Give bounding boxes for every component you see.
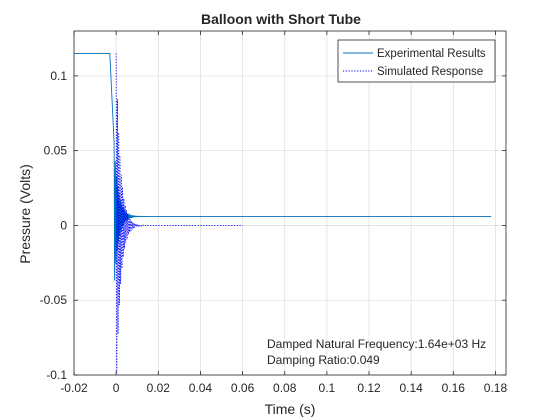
series-layer <box>74 52 492 374</box>
y-tick-label: -0.1 <box>46 368 67 382</box>
legend-box <box>337 39 496 83</box>
ticks <box>73 31 506 376</box>
x-tick-label: 0.12 <box>357 381 381 395</box>
x-tick-label: 0.18 <box>484 381 508 395</box>
y-axis-label: Pressure (Volts) <box>17 164 33 264</box>
x-axis-label: Time (s) <box>265 401 316 417</box>
tick-labels: -0.02 0 0.02 0.04 0.06 0.08 0.1 0.12 0.14 0.16 0.1… <box>40 69 508 395</box>
x-tick-label: -0.02 <box>60 381 88 395</box>
x-tick-label: 0.16 <box>442 381 466 395</box>
x-tick-label: 0.08 <box>273 381 297 395</box>
annotation-frequency: Damped Natural Frequency:1.64e+03 Hz <box>267 337 486 351</box>
y-tick-label: 0 <box>60 218 67 232</box>
x-tick-label: 0.02 <box>147 381 171 395</box>
annotation-damping: Damping Ratio:0.049 <box>267 353 380 367</box>
x-tick-label: 0.06 <box>231 381 255 395</box>
x-tick-label: 0 <box>113 381 120 395</box>
x-tick-label: 0.04 <box>189 381 213 395</box>
series-experimental-line <box>74 52 492 281</box>
chart-title: Balloon with Short Tube <box>201 11 361 27</box>
legend-label-experimental: Experimental Results <box>377 48 486 60</box>
x-tick-label: 0.1 <box>319 381 336 395</box>
y-tick-label: 0.05 <box>44 144 68 158</box>
legend-label-simulated: Simulated Response <box>377 66 483 78</box>
axes-box <box>73 30 507 376</box>
legend: Experimental Results Simulated Response <box>337 39 496 83</box>
y-tick-label: -0.05 <box>40 293 68 307</box>
plot-area <box>74 31 506 375</box>
y-tick-label: 0.1 <box>50 69 67 83</box>
grid <box>73 31 506 376</box>
x-tick-label: 0.14 <box>399 381 423 395</box>
